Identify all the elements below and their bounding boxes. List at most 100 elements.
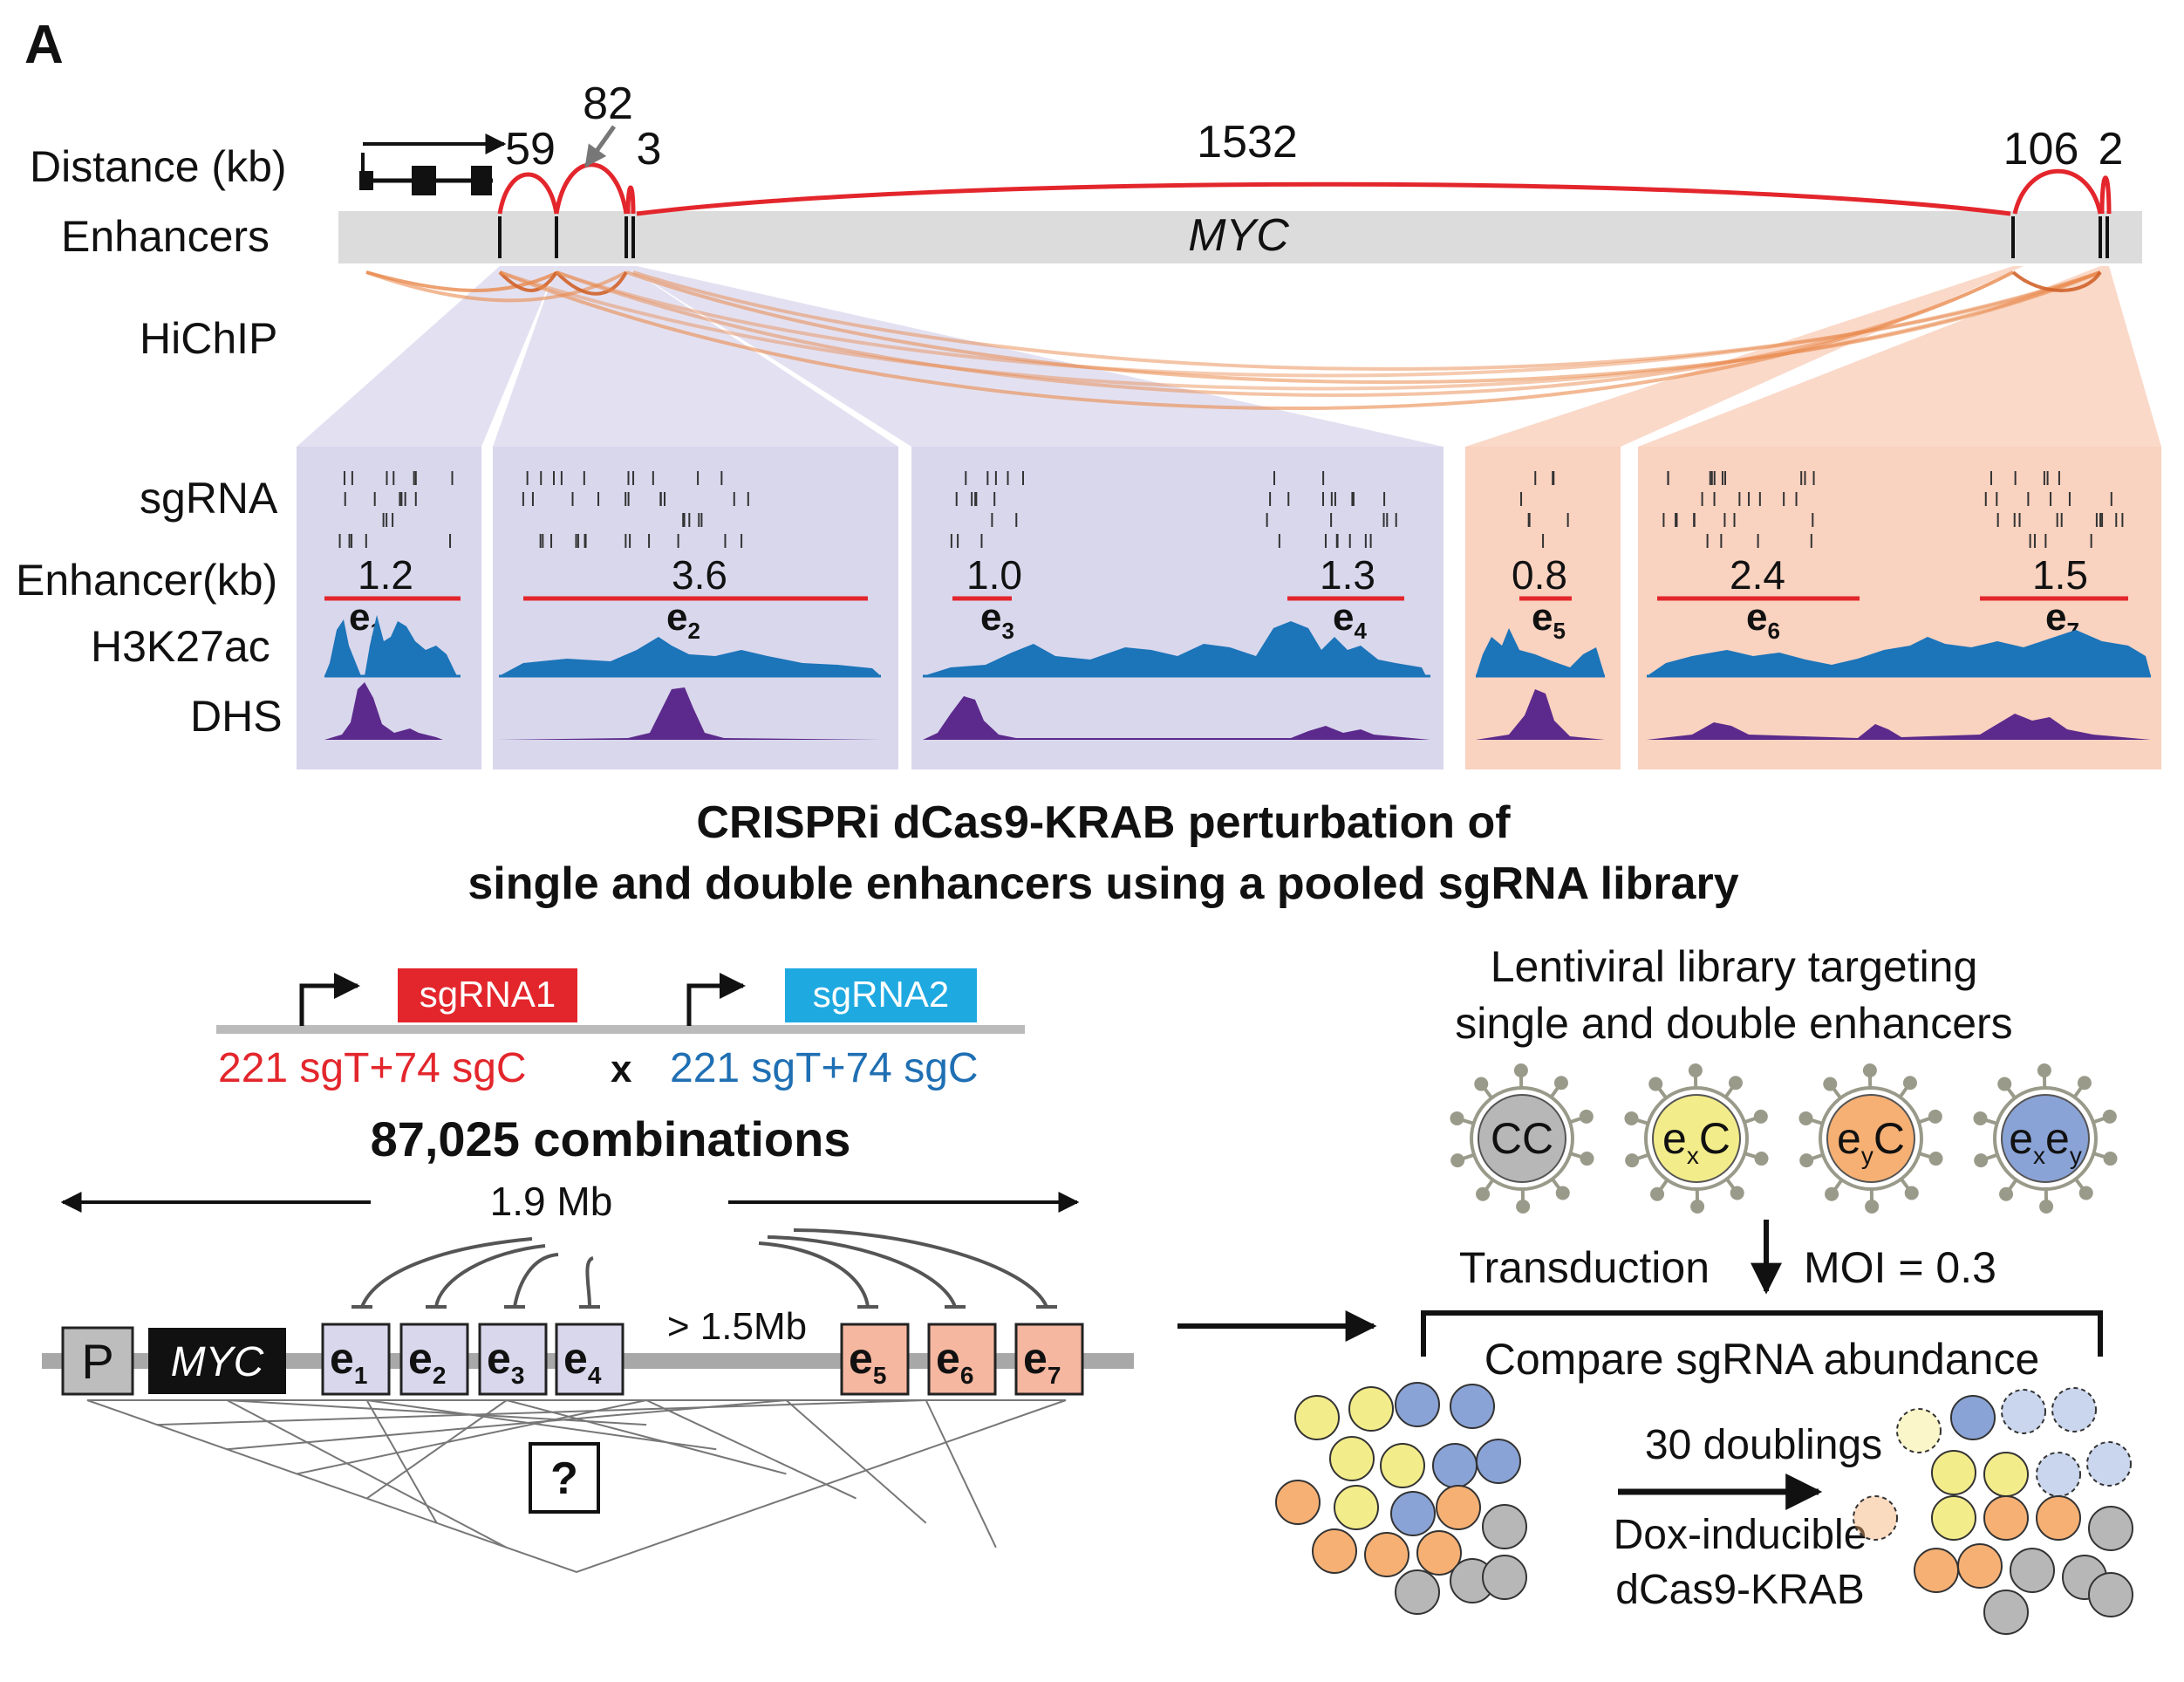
distance-82-pointer xyxy=(584,125,617,168)
matrix-grid-line xyxy=(226,1399,508,1549)
gene-name: MYC xyxy=(1188,210,1289,261)
h3k27ac-track-e1 xyxy=(324,615,457,676)
myc-box xyxy=(148,1328,286,1394)
library-title-2: single and double enhancers xyxy=(1455,999,2012,1048)
sgrna2-box xyxy=(785,968,977,1022)
distance-82: 82 xyxy=(583,79,633,129)
cell-before xyxy=(1348,1386,1394,1432)
span-label: 1.9 Mb xyxy=(490,1179,613,1224)
dhs-track-e6-e7 xyxy=(1647,714,2151,740)
cell-after xyxy=(2001,1389,2046,1434)
svg-text:e7: e7 xyxy=(1023,1334,1061,1389)
cell-populations xyxy=(1275,1382,2133,1635)
dhs-tracks xyxy=(324,682,2151,740)
virus-particles: CC exC eyC exey xyxy=(1450,1063,2118,1214)
sgrna-construct: sgRNA1 sgRNA2 xyxy=(216,968,1025,1034)
enhancer-size-e3: 1.0 xyxy=(966,552,1022,598)
svg-text:e4: e4 xyxy=(563,1334,602,1389)
cell-before xyxy=(1432,1443,1478,1488)
cell-before xyxy=(1390,1491,1436,1536)
enhancer-size-e1: 1.2 xyxy=(358,552,413,598)
label-enhancer-kb: Enhancer(kb) xyxy=(16,556,277,605)
cell-after xyxy=(1983,1452,2029,1497)
promoter-label: P xyxy=(81,1334,113,1389)
cell-after xyxy=(2036,1495,2081,1541)
cell-before xyxy=(1416,1530,1462,1576)
matrix-grid-line xyxy=(785,1399,927,1524)
label-h3k27ac: H3K27ac xyxy=(91,622,270,671)
h3k27ac-track-e2 xyxy=(499,637,881,676)
cell-before xyxy=(1329,1436,1375,1481)
hichip-arcs xyxy=(365,270,2102,410)
svg-text:e6: e6 xyxy=(936,1334,973,1389)
library-title-1: Lentiviral library targeting xyxy=(1491,942,1978,991)
combinations-count: 87,025 combinations xyxy=(371,1111,851,1166)
dhs-track-e2 xyxy=(499,687,881,740)
enhancer-id-e2: e2 xyxy=(666,596,700,644)
cell-before xyxy=(1395,1382,1440,1427)
cell-after xyxy=(1896,1408,1942,1453)
transduction-label: Transduction xyxy=(1459,1243,1710,1292)
enhancer-id-e5: e5 xyxy=(1532,596,1566,644)
h3k27ac-track-e5 xyxy=(1476,628,1605,676)
label-sgrna: sgRNA xyxy=(140,474,278,523)
virus-cc: CC xyxy=(1450,1063,1594,1214)
headline-line-2: single and double enhancers using a pool… xyxy=(468,858,1738,909)
zoom-wedge-e3-e4 xyxy=(626,266,1443,447)
sgrna1-box xyxy=(398,968,577,1022)
times-sign: x xyxy=(611,1048,632,1091)
sgrna2-label: sgRNA2 xyxy=(813,974,949,1015)
distance-3: 3 xyxy=(637,124,662,174)
locus-enhancer-e3: e3 xyxy=(478,1323,548,1396)
dox-label-1: Dox-inducible xyxy=(1614,1512,1867,1558)
cell-after xyxy=(2088,1572,2133,1617)
virus-ey: eyC xyxy=(1798,1063,1943,1214)
virus-label: CC xyxy=(1491,1114,1553,1163)
distance-arcs xyxy=(497,162,2112,216)
virus-label: exey xyxy=(2009,1114,2082,1169)
locus-enhancer-e1: e1 xyxy=(321,1323,391,1396)
dhs-track-e3-e4 xyxy=(923,696,1430,740)
locus-enhancer-e2: e2 xyxy=(399,1323,469,1396)
cell-before xyxy=(1395,1569,1440,1615)
dhs-track-e5 xyxy=(1476,689,1605,740)
library-count-2: 221 sgT+74 sgC xyxy=(670,1045,979,1091)
library-count-1: 221 sgT+74 sgC xyxy=(218,1045,527,1091)
distance-1532: 1532 xyxy=(1197,117,1298,168)
enhancer-size-e6: 2.4 xyxy=(1730,552,1785,598)
enhancer-id-e6: e6 xyxy=(1746,596,1780,644)
gap-label: > 1.5Mb xyxy=(667,1305,807,1348)
cell-after xyxy=(1931,1495,1976,1541)
cell-after xyxy=(1957,1543,2003,1589)
cell-after xyxy=(1983,1495,2029,1541)
dox-label-2: dCas9-KRAB xyxy=(1615,1567,1864,1613)
interaction-matrix xyxy=(86,1399,1067,1574)
zoom-wedge-e1 xyxy=(297,266,556,447)
myc-gene-structure xyxy=(359,133,507,195)
virus-ex: exC xyxy=(1624,1063,1769,1214)
enhancer-size-labels: 1.2 3.6 1.0 1.3 0.8 2.4 1.5 xyxy=(358,552,2088,598)
cell-after xyxy=(1931,1450,1976,1495)
matrix-grid-line xyxy=(157,1399,926,1426)
cell-after xyxy=(1950,1395,1996,1440)
enhancer-ids: e1 e2 e3 e4 e5 e6 e7 xyxy=(349,596,2079,644)
zoom-panel-e3-e4 xyxy=(911,447,1443,769)
label-dhs: DHS xyxy=(190,692,283,741)
cell-after xyxy=(2088,1506,2133,1551)
label-distance: Distance (kb) xyxy=(30,142,287,191)
myc-box-label: MYC xyxy=(171,1339,264,1385)
svg-text:e5: e5 xyxy=(849,1334,886,1389)
svg-text:e1: e1 xyxy=(330,1334,367,1389)
cell-before xyxy=(1436,1485,1481,1530)
enhancer-size-e5: 0.8 xyxy=(1512,552,1567,598)
matrix-grid-line xyxy=(366,1399,717,1451)
enhancer-id-e4: e4 xyxy=(1333,596,1367,644)
enhancer-size-e4: 1.3 xyxy=(1320,552,1375,598)
zoom-panel-e6-e7 xyxy=(1638,447,2161,769)
panel-label: A xyxy=(24,15,64,75)
enhancer-ticks xyxy=(498,216,2109,258)
cell-before xyxy=(1312,1528,1357,1574)
matrix-grid-line xyxy=(227,1399,647,1426)
compare-bracket xyxy=(1421,1310,2103,1357)
